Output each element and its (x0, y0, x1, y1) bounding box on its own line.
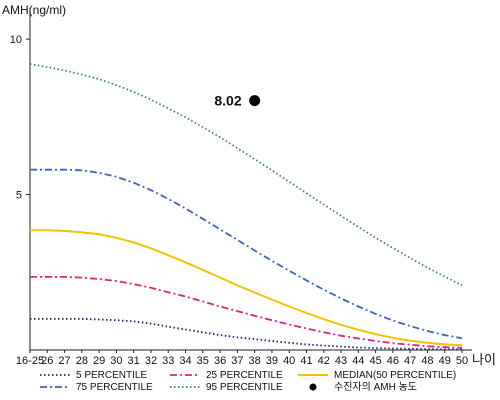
x-tick-label: 40 (283, 355, 295, 367)
legend-label: MEDIAN(50 PERCENTILE) (334, 370, 456, 381)
x-tick-label: 37 (231, 355, 243, 367)
x-tick-label: 49 (439, 355, 451, 367)
series-line (29, 63, 463, 287)
x-tick-label: 32 (145, 355, 157, 367)
series-line (30, 275, 463, 349)
x-tick-label: 47 (404, 355, 416, 367)
series-lines (29, 63, 463, 351)
series-line (30, 229, 463, 347)
x-tick-label: 43 (335, 355, 347, 367)
y-axis-title: AMH(ng/ml) (2, 3, 66, 17)
x-tick-label: 26 (41, 355, 53, 367)
x-tick-label: 48 (421, 355, 433, 367)
x-tick-label: 38 (249, 355, 261, 367)
patient-marker: 8.02 (214, 93, 261, 109)
x-tick-label: 30 (110, 355, 122, 367)
x-tick-label: 36 (214, 355, 226, 367)
x-tick-label: 44 (352, 355, 364, 367)
x-tick-label: 34 (179, 355, 191, 367)
axes (29, 8, 472, 351)
marker-value-label: 8.02 (214, 93, 241, 109)
x-tick-label: 27 (58, 355, 70, 367)
x-tick-label: 45 (369, 355, 381, 367)
x-tick-label: 29 (93, 355, 105, 367)
x-axis-title: 나이 (472, 352, 496, 367)
legend-marker-swatch (309, 383, 317, 391)
y-ticks: 10 5 (10, 34, 30, 202)
legend-label: 5 PERCENTILE (76, 370, 147, 381)
series-line (30, 168, 463, 340)
y-tick-label: 5 (16, 190, 22, 202)
x-tick-label: 33 (162, 355, 174, 367)
x-tick-label: 28 (76, 355, 88, 367)
x-tick-label: 41 (300, 355, 312, 367)
x-tick-label: 31 (128, 355, 140, 367)
x-tick-label: 16-25 (16, 355, 44, 367)
x-tick-label: 42 (318, 355, 330, 367)
x-tick-label: 50 (456, 355, 468, 367)
y-tick-label: 10 (10, 34, 22, 46)
x-tick-label: 35 (197, 355, 209, 367)
legend: 5 PERCENTILE 25 PERCENTILE MEDIAN(50 PERCE… (40, 370, 456, 393)
series-line (30, 317, 462, 351)
legend-label: 25 PERCENTILE (206, 370, 283, 381)
legend-label: 수진자의 AMH 농도 (334, 381, 417, 393)
marker-point (249, 95, 261, 107)
x-tick-label: 39 (266, 355, 278, 367)
x-tick-label: 46 (387, 355, 399, 367)
legend-label: 75 PERCENTILE (76, 382, 153, 393)
legend-label: 95 PERCENTILE (206, 382, 283, 393)
